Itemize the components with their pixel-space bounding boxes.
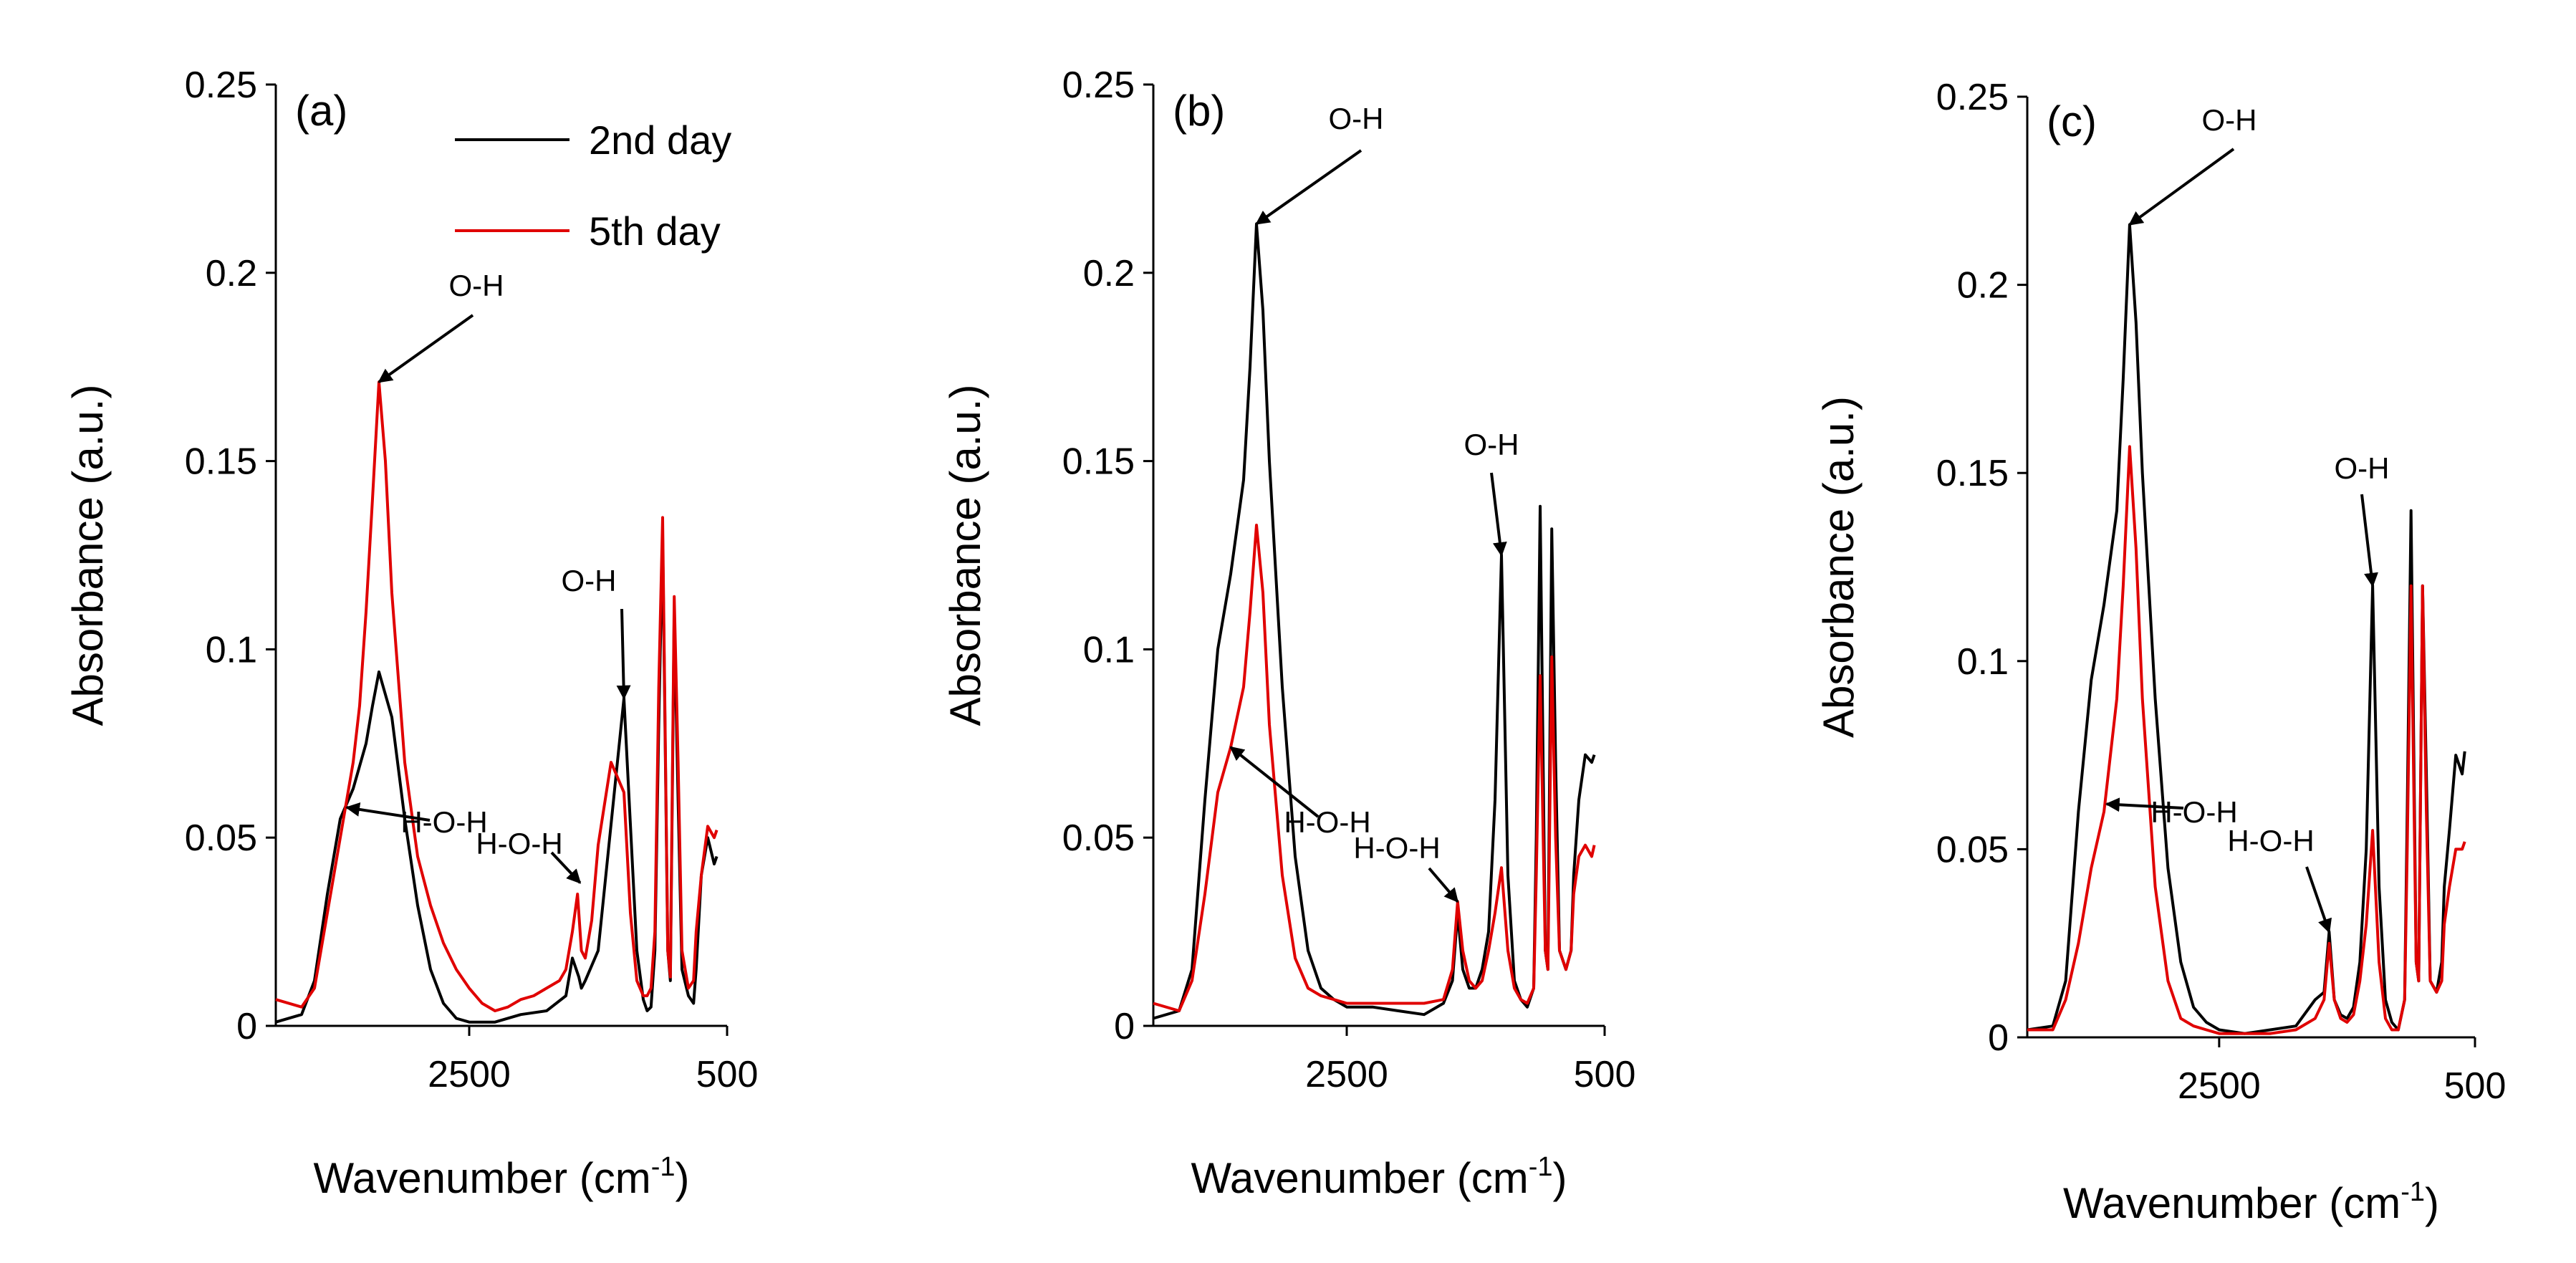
annotation-arrow bbox=[1229, 746, 1320, 818]
annotation-label: H-O-H bbox=[476, 827, 562, 860]
x-tick-label: 500 bbox=[2444, 1065, 2507, 1107]
annotation-label: H-O-H bbox=[1284, 805, 1370, 839]
y-tick-label: 0.05 bbox=[1062, 817, 1135, 859]
y-tick-label: 0.1 bbox=[1957, 641, 2009, 683]
y-tick-label: 0 bbox=[1114, 1006, 1135, 1047]
annotation-label: O-H bbox=[1464, 428, 1519, 461]
y-tick-label: 0.2 bbox=[206, 253, 257, 294]
series-line-5th-day bbox=[275, 380, 719, 1012]
y-tick-label: 0.05 bbox=[1936, 829, 2009, 870]
x-axis-title-sup: -1 bbox=[651, 1152, 676, 1182]
x-axis-title: Wavenumber (cm-1) bbox=[1191, 1152, 1567, 1202]
annotation-label: H-O-H bbox=[400, 805, 487, 839]
y-axis-title: Absorbance (a.u.) bbox=[1815, 396, 1863, 738]
series-line-2nd-day bbox=[2027, 223, 2466, 1035]
annotation-label: H-O-H bbox=[1353, 831, 1440, 865]
y-tick-label: 0.2 bbox=[1957, 265, 2009, 307]
y-tick-label: 0.05 bbox=[185, 817, 257, 859]
annotation-arrow bbox=[345, 802, 431, 822]
x-axis-title-end: ) bbox=[2425, 1179, 2439, 1227]
annotation-label: O-H bbox=[2202, 103, 2257, 137]
y-tick-label: 0.15 bbox=[1936, 453, 2009, 494]
panel-label: (a) bbox=[295, 87, 347, 135]
x-axis-title-sup: -1 bbox=[1529, 1152, 1553, 1182]
y-tick-label: 0.1 bbox=[1083, 629, 1135, 671]
x-axis-title-main: Wavenumber (cm bbox=[2063, 1179, 2400, 1227]
x-tick-label: 500 bbox=[696, 1054, 759, 1095]
series-line-2nd-day bbox=[1153, 222, 1596, 1020]
y-tick-label: 0.25 bbox=[185, 64, 257, 106]
panel-label: (c) bbox=[2047, 97, 2097, 145]
y-tick-label: 0.1 bbox=[206, 629, 257, 671]
legend-label: 5th day bbox=[589, 208, 721, 254]
x-tick-label: 2500 bbox=[428, 1054, 511, 1095]
x-axis-title: Wavenumber (cm-1) bbox=[2063, 1177, 2439, 1227]
y-tick-label: 0 bbox=[236, 1006, 257, 1047]
y-axis-title: Absorbance (a.u.) bbox=[941, 385, 989, 726]
panel-label: (b) bbox=[1173, 87, 1225, 135]
y-tick-label: 0.2 bbox=[1083, 253, 1135, 294]
annotation-arrow bbox=[550, 851, 582, 884]
y-axis-title: Absorbance (a.u.) bbox=[64, 385, 112, 726]
annotation-label: H-O-H bbox=[2150, 795, 2237, 829]
x-axis-title-main: Wavenumber (cm bbox=[1191, 1154, 1529, 1202]
x-tick-label: 2500 bbox=[2178, 1065, 2261, 1107]
annotation-arrow bbox=[1490, 472, 1507, 557]
x-axis-title-end: ) bbox=[676, 1154, 690, 1202]
series-line-2nd-day bbox=[275, 534, 719, 1024]
chart-panel-b: 0 0.05 0.1 0.15 0.2 0.25 2500 500 Absorbance (a.… bbox=[941, 64, 1635, 1202]
y-tick-label: 0.25 bbox=[1062, 64, 1135, 106]
annotation-arrow bbox=[2360, 494, 2378, 587]
annotation-arrow bbox=[1255, 149, 1363, 226]
annotation-arrow bbox=[2105, 797, 2184, 812]
annotation-arrow bbox=[2128, 148, 2235, 226]
x-axis-title-main: Wavenumber (cm bbox=[314, 1154, 651, 1202]
x-axis-title-sup: -1 bbox=[2400, 1177, 2425, 1207]
x-axis-title: Wavenumber (cm-1) bbox=[314, 1152, 690, 1202]
y-tick-label: 0 bbox=[1988, 1017, 2009, 1059]
annotation-label: O-H bbox=[1329, 102, 1384, 135]
x-tick-label: 500 bbox=[1574, 1054, 1636, 1095]
annotation-arrow bbox=[2305, 866, 2332, 933]
chart-panel-c: 0 0.05 0.1 0.15 0.2 0.25 2500 500 Absorbance (a.… bbox=[1815, 77, 2506, 1227]
y-tick-label: 0.15 bbox=[185, 441, 257, 483]
annotation-arrow bbox=[1428, 867, 1459, 903]
x-tick-label: 2500 bbox=[1305, 1054, 1388, 1095]
y-tick-label: 0.15 bbox=[1062, 441, 1135, 483]
annotation-arrow bbox=[378, 314, 474, 383]
series-line-5th-day bbox=[2027, 445, 2466, 1035]
legend: 2nd day 5th day bbox=[455, 117, 731, 254]
annotation-label: O-H bbox=[449, 269, 504, 302]
annotation-arrow bbox=[616, 608, 631, 700]
annotation-label: H-O-H bbox=[2227, 824, 2314, 858]
legend-label: 2nd day bbox=[589, 117, 731, 163]
series-line-5th-day bbox=[1153, 524, 1596, 1012]
annotation-label: O-H bbox=[2335, 451, 2390, 485]
x-axis-title-end: ) bbox=[1553, 1154, 1567, 1202]
annotation-label: O-H bbox=[562, 564, 617, 597]
chart-panel-a: 0 0.05 0.1 0.15 0.2 0.25 2500 500 Absorbance (a.… bbox=[64, 64, 758, 1202]
y-tick-label: 0.25 bbox=[1936, 77, 2009, 118]
